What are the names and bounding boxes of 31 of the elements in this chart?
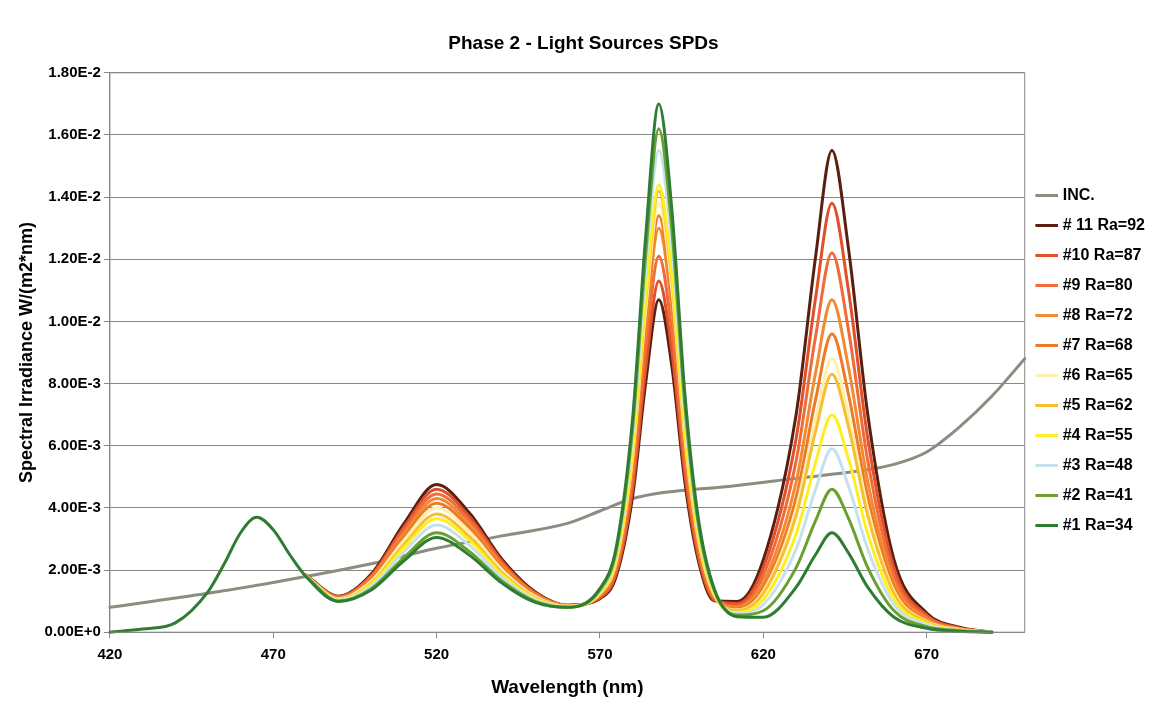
y-tick-label: 1.00E-2 — [48, 311, 101, 329]
x-tick-label: 420 — [97, 645, 123, 663]
x-tick-label: 520 — [424, 645, 450, 663]
legend-label: #10 Ra=87 — [1062, 245, 1142, 263]
y-tick-label: 2.00E-3 — [48, 560, 101, 578]
x-tick-label: 570 — [587, 645, 613, 663]
y-axis-title: Spectral Irradiance W/(m2*nm) — [15, 221, 36, 484]
legend-label: # 11 Ra=92 — [1062, 215, 1146, 233]
legend-label: #6 Ra=65 — [1062, 365, 1133, 383]
y-tick-label: 1.20E-2 — [48, 249, 101, 267]
x-axis-title: Wavelength (nm) — [491, 675, 644, 697]
legend-label: INC. — [1062, 185, 1095, 203]
x-tick-label: 670 — [914, 645, 940, 663]
chart-title: Phase 2 - Light Sources SPDs — [448, 31, 719, 53]
y-tick-label: 1.40E-2 — [48, 187, 101, 205]
legend-label: #9 Ra=80 — [1062, 275, 1133, 293]
legend-label: #2 Ra=41 — [1062, 485, 1133, 503]
legend-label: #3 Ra=48 — [1062, 455, 1133, 473]
legend-label: #4 Ra=55 — [1062, 425, 1133, 443]
legend-label: #1 Ra=34 — [1062, 515, 1133, 533]
x-tick-label: 620 — [750, 645, 776, 663]
y-tick-label: 1.60E-2 — [48, 125, 101, 143]
y-tick-label: 4.00E-3 — [48, 498, 101, 516]
y-tick-label: 1.80E-2 — [48, 62, 101, 80]
legend-label: #7 Ra=68 — [1062, 335, 1133, 353]
y-tick-label: 6.00E-3 — [48, 435, 101, 453]
y-tick-label: 8.00E-3 — [48, 373, 101, 391]
x-tick-label: 470 — [260, 645, 286, 663]
y-tick-label: 0.00E+0 — [44, 622, 101, 640]
legend-label: #8 Ra=72 — [1062, 305, 1133, 323]
legend-label: #5 Ra=62 — [1062, 395, 1133, 413]
